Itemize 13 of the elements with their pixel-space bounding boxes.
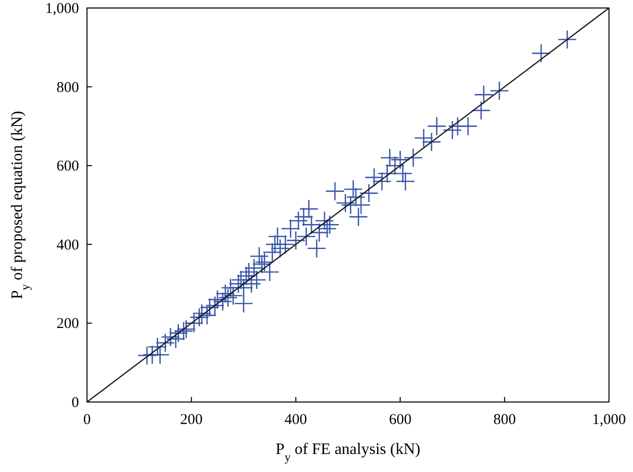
y-tick-label: 200 — [56, 316, 79, 332]
y-tick-label: 800 — [56, 80, 79, 96]
x-axis-title: P$_{y}$ of FE analysis (kN) — [276, 441, 420, 464]
y-tick-label: 0 — [72, 395, 79, 411]
x-tick-label: 800 — [493, 412, 516, 428]
x-tick-label: 600 — [388, 412, 412, 428]
y-tick-label: 400 — [56, 237, 79, 254]
y-tick-label: 1,000 — [45, 1, 79, 17]
x-tick-label: 0 — [83, 412, 91, 428]
x-tick-label: 200 — [180, 412, 203, 428]
x-tick-label: 400 — [284, 412, 308, 428]
y-tick-label: 600 — [56, 158, 79, 175]
x-tick-label: 1,000 — [592, 412, 626, 428]
